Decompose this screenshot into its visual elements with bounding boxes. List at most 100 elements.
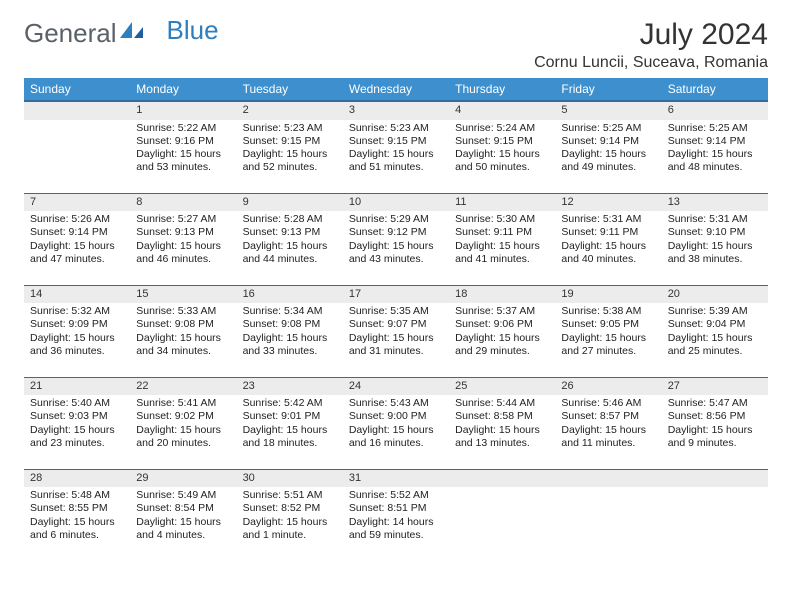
calendar-day-cell: [555, 469, 661, 561]
sunrise-line: Sunrise: 5:40 AM: [30, 397, 124, 410]
day-number: 25: [449, 377, 555, 396]
calendar-week-row: 7Sunrise: 5:26 AMSunset: 9:14 PMDaylight…: [24, 193, 768, 285]
calendar-week-row: 28Sunrise: 5:48 AMSunset: 8:55 PMDayligh…: [24, 469, 768, 561]
weekday-header: Wednesday: [343, 78, 449, 101]
day-details: Sunrise: 5:27 AMSunset: 9:13 PMDaylight:…: [130, 211, 236, 270]
sunrise-line: Sunrise: 5:35 AM: [349, 305, 443, 318]
empty-day-header: [24, 101, 130, 120]
daylight-line: Daylight: 15 hours and 34 minutes.: [136, 332, 230, 358]
daylight-line: Daylight: 15 hours and 31 minutes.: [349, 332, 443, 358]
calendar-day-cell: 15Sunrise: 5:33 AMSunset: 9:08 PMDayligh…: [130, 285, 236, 377]
weekday-header: Tuesday: [237, 78, 343, 101]
calendar-day-cell: 6Sunrise: 5:25 AMSunset: 9:14 PMDaylight…: [662, 101, 768, 193]
daylight-line: Daylight: 15 hours and 48 minutes.: [668, 148, 762, 174]
calendar-day-cell: 20Sunrise: 5:39 AMSunset: 9:04 PMDayligh…: [662, 285, 768, 377]
calendar-week-row: 14Sunrise: 5:32 AMSunset: 9:09 PM Dayligh…: [24, 285, 768, 377]
sunset-line: Sunset: 9:13 PM: [136, 226, 230, 239]
daylight-line: Daylight: 15 hours and 29 minutes.: [455, 332, 549, 358]
sunrise-line: Sunrise: 5:52 AM: [349, 489, 443, 502]
daylight-line: Daylight: 15 hours and 53 minutes.: [136, 148, 230, 174]
day-number: 27: [662, 377, 768, 396]
sail-icon: [117, 18, 145, 49]
calendar-week-row: 21Sunrise: 5:40 AMSunset: 9:03 PMDayligh…: [24, 377, 768, 469]
sunset-line: Sunset: 9:10 PM: [668, 226, 762, 239]
day-number: 9: [237, 193, 343, 212]
weekday-header: Sunday: [24, 78, 130, 101]
calendar-day-cell: 17Sunrise: 5:35 AMSunset: 9:07 PMDayligh…: [343, 285, 449, 377]
calendar-day-cell: [449, 469, 555, 561]
sunrise-line: Sunrise: 5:28 AM: [243, 213, 337, 226]
sunrise-line: Sunrise: 5:23 AM: [243, 122, 337, 135]
daylight-line: Daylight: 15 hours and 27 minutes.: [561, 332, 655, 358]
sunset-line: Sunset: 9:09 PM: [30, 318, 124, 331]
empty-day-header: [449, 469, 555, 488]
day-details: Sunrise: 5:31 AMSunset: 9:11 PMDaylight:…: [555, 211, 661, 270]
daylight-line: Daylight: 15 hours and 1 minute.: [243, 516, 337, 542]
day-details: Sunrise: 5:37 AMSunset: 9:06 PMDaylight:…: [449, 303, 555, 362]
sunrise-line: Sunrise: 5:32 AM: [30, 305, 124, 318]
day-number: 5: [555, 101, 661, 120]
sunrise-line: Sunrise: 5:38 AM: [561, 305, 655, 318]
brand-logo: General Blue: [24, 18, 219, 49]
sunrise-line: Sunrise: 5:33 AM: [136, 305, 230, 318]
calendar-day-cell: 31Sunrise: 5:52 AMSunset: 8:51 PMDayligh…: [343, 469, 449, 561]
sunset-line: Sunset: 9:16 PM: [136, 135, 230, 148]
calendar-day-cell: 9Sunrise: 5:28 AMSunset: 9:13 PMDaylight…: [237, 193, 343, 285]
sunset-line: Sunset: 9:12 PM: [349, 226, 443, 239]
sunrise-line: Sunrise: 5:31 AM: [668, 213, 762, 226]
calendar-day-cell: 7Sunrise: 5:26 AMSunset: 9:14 PMDaylight…: [24, 193, 130, 285]
sunrise-line: Sunrise: 5:37 AM: [455, 305, 549, 318]
day-details: Sunrise: 5:48 AMSunset: 8:55 PMDaylight:…: [24, 487, 130, 546]
sunset-line: Sunset: 9:11 PM: [561, 226, 655, 239]
daylight-line: Daylight: 15 hours and 23 minutes.: [30, 424, 124, 450]
day-number: 23: [237, 377, 343, 396]
calendar-day-cell: 4Sunrise: 5:24 AMSunset: 9:15 PMDaylight…: [449, 101, 555, 193]
day-number: 14: [24, 285, 130, 304]
daylight-line: Daylight: 15 hours and 50 minutes.: [455, 148, 549, 174]
sunrise-line: Sunrise: 5:31 AM: [561, 213, 655, 226]
daylight-line: Daylight: 15 hours and 18 minutes.: [243, 424, 337, 450]
day-number: 29: [130, 469, 236, 488]
day-details: Sunrise: 5:22 AMSunset: 9:16 PMDaylight:…: [130, 120, 236, 179]
sunrise-line: Sunrise: 5:34 AM: [243, 305, 337, 318]
calendar-day-cell: 27Sunrise: 5:47 AMSunset: 8:56 PMDayligh…: [662, 377, 768, 469]
daylight-line: Daylight: 15 hours and 20 minutes.: [136, 424, 230, 450]
day-details: Sunrise: 5:40 AMSunset: 9:03 PMDaylight:…: [24, 395, 130, 454]
day-number: 24: [343, 377, 449, 396]
day-number: 4: [449, 101, 555, 120]
calendar-day-cell: 19Sunrise: 5:38 AMSunset: 9:05 PMDayligh…: [555, 285, 661, 377]
day-number: 26: [555, 377, 661, 396]
day-number: 8: [130, 193, 236, 212]
sunset-line: Sunset: 8:58 PM: [455, 410, 549, 423]
daylight-line: Daylight: 15 hours and 38 minutes.: [668, 240, 762, 266]
sunset-line: Sunset: 9:08 PM: [243, 318, 337, 331]
calendar-day-cell: 5Sunrise: 5:25 AMSunset: 9:14 PMDaylight…: [555, 101, 661, 193]
sunset-line: Sunset: 9:14 PM: [561, 135, 655, 148]
calendar-day-cell: 13Sunrise: 5:31 AMSunset: 9:10 PMDayligh…: [662, 193, 768, 285]
sunset-line: Sunset: 8:55 PM: [30, 502, 124, 515]
sunrise-line: Sunrise: 5:51 AM: [243, 489, 337, 502]
calendar-day-cell: 21Sunrise: 5:40 AMSunset: 9:03 PMDayligh…: [24, 377, 130, 469]
sunset-line: Sunset: 9:00 PM: [349, 410, 443, 423]
weekday-header-row: Sunday Monday Tuesday Wednesday Thursday…: [24, 78, 768, 101]
day-number: 10: [343, 193, 449, 212]
sunrise-line: Sunrise: 5:44 AM: [455, 397, 549, 410]
day-details: Sunrise: 5:39 AMSunset: 9:04 PMDaylight:…: [662, 303, 768, 362]
sunrise-line: Sunrise: 5:26 AM: [30, 213, 124, 226]
day-details: Sunrise: 5:24 AMSunset: 9:15 PMDaylight:…: [449, 120, 555, 179]
calendar-body: 1Sunrise: 5:22 AMSunset: 9:16 PMDaylight…: [24, 101, 768, 561]
daylight-line: Daylight: 15 hours and 41 minutes.: [455, 240, 549, 266]
day-details: Sunrise: 5:25 AMSunset: 9:14 PMDaylight:…: [555, 120, 661, 179]
calendar-day-cell: 30Sunrise: 5:51 AMSunset: 8:52 PMDayligh…: [237, 469, 343, 561]
daylight-line: Daylight: 15 hours and 43 minutes.: [349, 240, 443, 266]
day-details: Sunrise: 5:42 AMSunset: 9:01 PMDaylight:…: [237, 395, 343, 454]
day-details: Sunrise: 5:31 AMSunset: 9:10 PMDaylight:…: [662, 211, 768, 270]
day-number: 11: [449, 193, 555, 212]
day-number: 15: [130, 285, 236, 304]
sunrise-line: Sunrise: 5:42 AM: [243, 397, 337, 410]
day-details: Sunrise: 5:26 AMSunset: 9:14 PMDaylight:…: [24, 211, 130, 270]
page-header: General Blue July 2024 Cornu Luncii, Suc…: [24, 18, 768, 72]
day-details: Sunrise: 5:41 AMSunset: 9:02 PMDaylight:…: [130, 395, 236, 454]
calendar-day-cell: 8Sunrise: 5:27 AMSunset: 9:13 PMDaylight…: [130, 193, 236, 285]
calendar-day-cell: 14Sunrise: 5:32 AMSunset: 9:09 PMDayligh…: [24, 285, 130, 377]
